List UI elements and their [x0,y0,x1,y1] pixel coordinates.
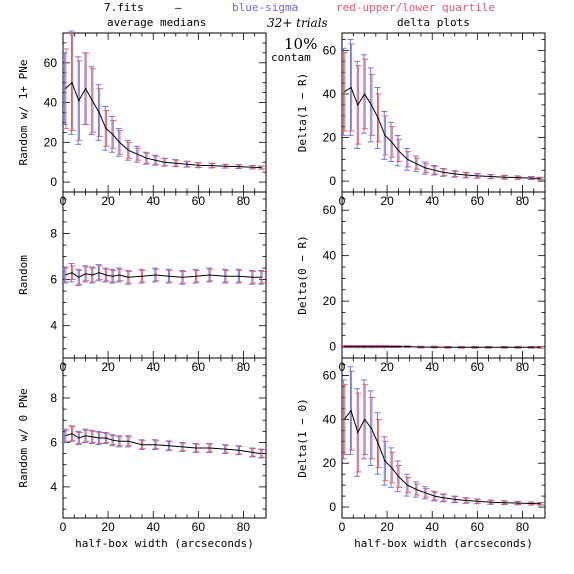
y-tick-label: 60 [323,203,337,217]
x-tick-label: 80 [516,520,530,534]
x-tick-label: 20 [101,360,115,374]
x-tick-label: 40 [147,194,161,208]
panel-bottom-left: 0 20 40 60 80 4 6 8 Random w/ 0 PNe half-box widt… [17,357,267,550]
x-tick-label: 80 [237,360,251,374]
median-line [64,81,262,169]
y-tick-label: 20 [323,456,337,470]
y-tick-label: 6 [50,273,57,287]
header-contam-pct: 10% [284,35,317,53]
x-tick-label: 80 [237,520,251,534]
header-file: 7.fits [104,1,144,14]
y-tick-label: 8 [50,227,57,241]
y-tick-label: 40 [44,96,58,110]
y-axis-label: Delta(0 − R) [296,235,309,314]
y-tick-label: 60 [323,43,337,57]
header-blue-label: blue-sigma [232,1,298,14]
median-line [65,272,262,278]
y-tick-label: 0 [50,175,57,189]
panel-frame [62,357,267,519]
x-tick-label: 60 [471,194,485,208]
y-tick-label: 40 [323,412,337,426]
x-tick-label: 40 [147,360,161,374]
x-tick-label: 20 [380,360,394,374]
median-line [65,433,262,455]
y-axis-label: Delta(1 − R) [296,73,309,152]
x-tick-label: 40 [147,520,161,534]
x-axis-label: half-box width (arcseconds) [75,537,254,550]
y-tick-label: 4 [50,319,57,333]
y-tick-label: 4 [50,480,57,494]
x-tick-label: 60 [471,520,485,534]
header-dash: — [175,1,182,14]
x-tick-label: 80 [516,360,530,374]
y-tick-label: 20 [44,135,58,149]
x-tick-label: 20 [380,194,394,208]
x-axis-label: half-box width (arcseconds) [354,537,533,550]
y-axis-label: Random [17,255,30,295]
header-trials: 32+ trials [267,16,328,30]
panel-bottom-right: 0 20 40 60 80 0 20 40 60 Delta(1 − 0) half-box wid… [296,357,546,550]
median-line [343,409,541,505]
x-tick-label: 0 [339,520,346,534]
y-tick-label: 6 [50,435,57,449]
x-tick-label: 40 [426,194,440,208]
y-tick-label: 0 [329,174,336,188]
x-tick-label: 80 [237,194,251,208]
y-tick-label: 40 [323,249,337,263]
y-tick-label: 60 [44,56,58,70]
median-line [344,86,541,179]
column-title-right: delta plots [397,16,470,29]
x-tick-label: 60 [192,360,206,374]
x-tick-label: 20 [101,520,115,534]
y-tick-label: 20 [323,131,337,145]
y-tick-label: 8 [50,391,57,405]
x-tick-label: 80 [516,194,530,208]
x-tick-label: 0 [60,520,67,534]
median-line [344,346,541,348]
y-tick-label: 0 [329,500,336,514]
x-tick-label: 40 [426,360,440,374]
y-axis-label: Random w/ 1+ PNe [17,60,30,166]
y-tick-label: 20 [323,294,337,308]
header-contam: contam [271,51,311,64]
y-tick-label: 40 [323,87,337,101]
x-tick-label: 60 [192,520,206,534]
y-axis-label: Delta(1 − 0) [296,398,309,477]
column-title-left: average medians [107,16,206,29]
y-tick-label: 60 [323,369,337,383]
x-tick-label: 40 [426,520,440,534]
y-tick-label: 0 [329,340,336,354]
panel-frame [341,191,546,359]
header-red-label: red-upper/lower quartile [336,1,495,14]
x-tick-label: 20 [380,520,394,534]
x-tick-label: 20 [101,194,115,208]
y-axis-label: Random w/ 0 PNe [17,388,30,487]
x-tick-label: 60 [471,360,485,374]
x-tick-label: 60 [192,194,206,208]
